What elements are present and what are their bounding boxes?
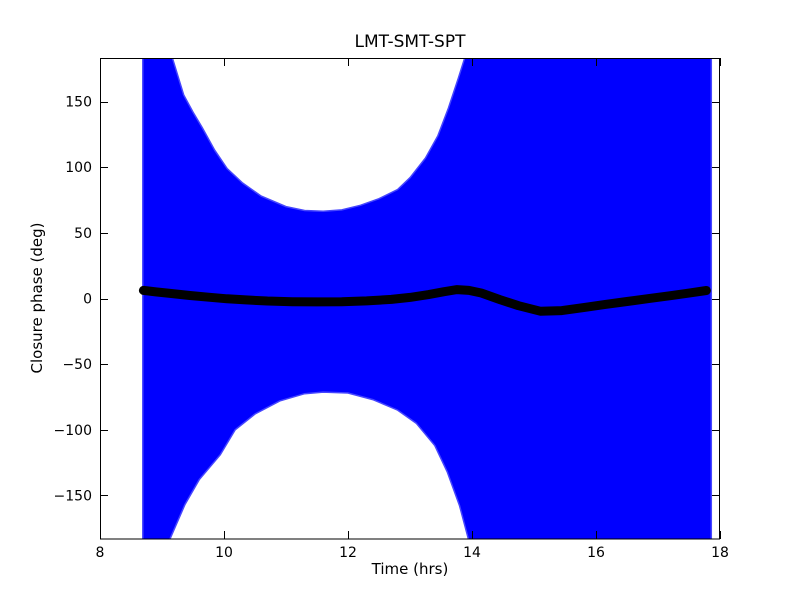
x-tick-label: 16 [587, 545, 605, 561]
x-tick-label: 14 [463, 545, 481, 561]
y-tick-labels: 150 100 50 0 −50 −100 −150 [54, 95, 92, 505]
y-tick-label: −50 [62, 357, 92, 373]
y-axis-label: Closure phase (deg) [28, 223, 46, 374]
x-tick-label: 12 [339, 545, 357, 561]
chart-title: LMT-SMT-SPT [355, 32, 467, 52]
x-axis-label: Time (hrs) [371, 560, 449, 578]
y-tick-label: 150 [65, 95, 92, 111]
x-tick-label: 18 [711, 545, 729, 561]
axes-border [100, 58, 720, 540]
y-tick-label: 50 [74, 226, 92, 242]
y-tick-label: −100 [54, 423, 92, 439]
x-tick-label: 10 [215, 545, 233, 561]
x-tick-label: 8 [96, 545, 105, 561]
y-tick-label: 0 [83, 292, 92, 308]
x-tick-labels: 8 10 12 14 16 18 [96, 545, 729, 561]
y-tick-label: 100 [65, 160, 92, 176]
y-tick-label: −150 [54, 488, 92, 504]
closure-phase-line [138, 285, 711, 316]
axis-ticks [100, 58, 721, 539]
